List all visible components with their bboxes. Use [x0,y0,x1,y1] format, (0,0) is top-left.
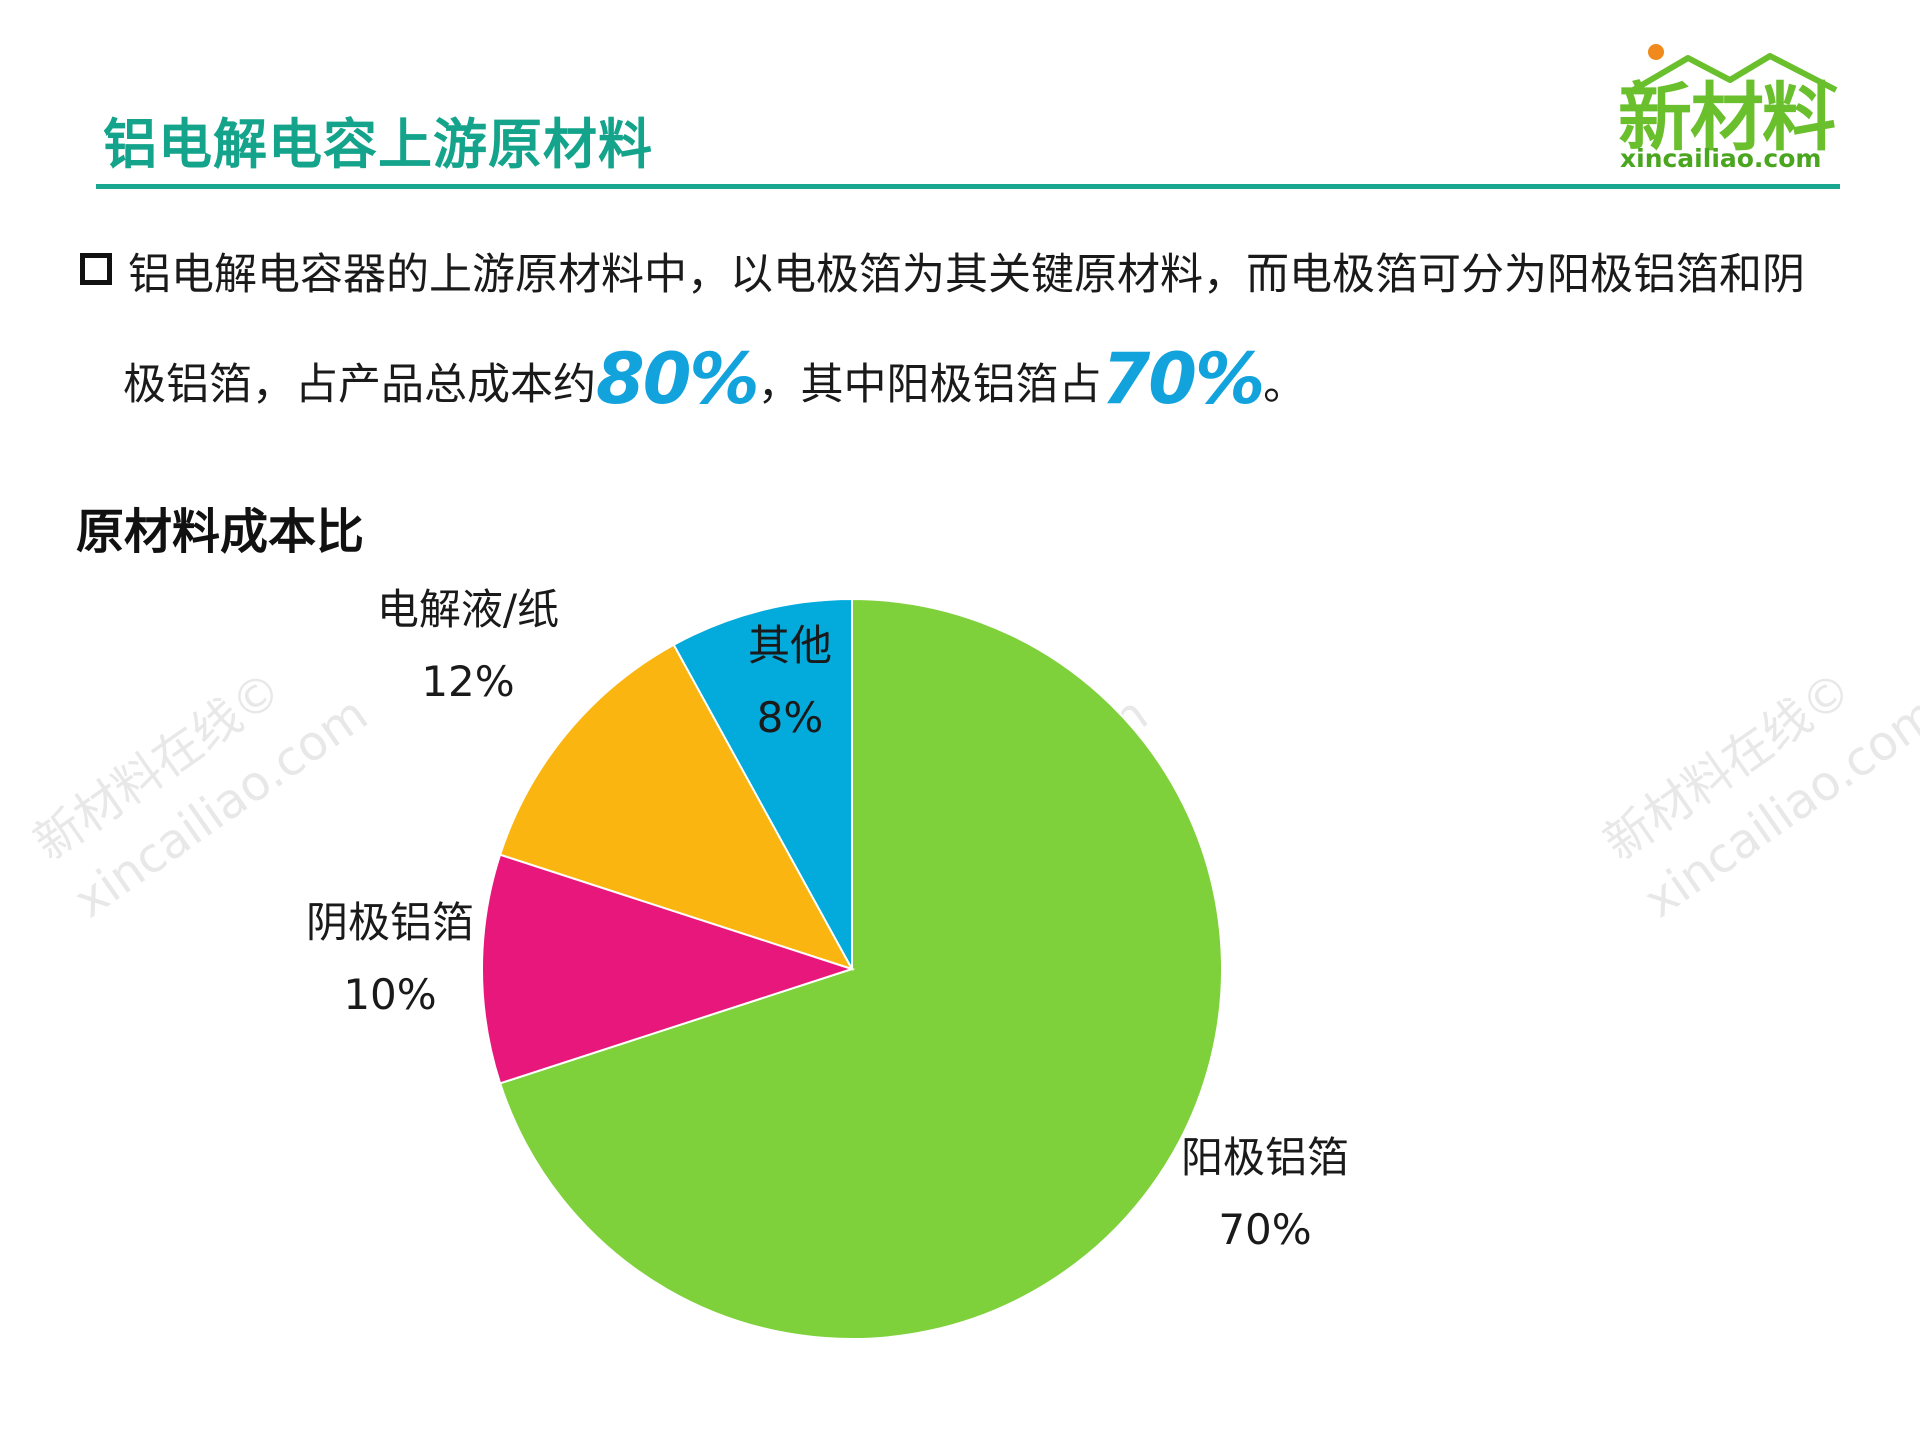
pie-slice [498,597,1223,1340]
logo-text: 新材料 [1618,75,1836,161]
slice-name-label: 阳极铝箔 [1181,1133,1349,1182]
brand-logo: 新材料 xincailiao.com [1610,40,1850,173]
paragraph-line-2: 极铝箔，占产品总成本约80%，其中阳极铝箔占70%。 [123,338,1306,420]
slice-value-label: 12% [421,657,514,706]
slice-name-label: 电解液/纸 [377,585,559,634]
page-title: 铝电解电容上游原材料 [103,113,653,176]
chart-title: 原材料成本比 [76,504,365,560]
slice-value-label: 70% [1218,1205,1311,1254]
pie-slice [672,597,853,970]
pie-slice [481,853,856,1085]
slice-value-label: 10% [343,970,436,1019]
house-roof-icon [1628,44,1838,95]
highlight-anode-share: 70% [1101,338,1266,420]
paragraph-text-2: 极铝箔，占产品总成本约 [123,360,596,410]
slice-value-label: 8% [757,693,824,742]
highlight-total-share: 80% [596,338,760,420]
title-divider [96,184,1840,189]
slice-name-label: 阴极铝箔 [306,898,474,947]
logo-url: xincailiao.com [1620,144,1822,173]
slice-name-label: 其他 [748,621,832,670]
paragraph-text-4: 。 [1263,360,1307,410]
square-bullet-icon [80,253,112,285]
pie-slice [498,643,855,971]
paragraph-text-3: ，其中阳极铝箔占 [757,360,1102,410]
paragraph-line-1: 铝电解电容器的上游原材料中，以电极箔为其关键原材料，而电极箔可分为阳极铝箔和阴 [80,240,1805,302]
paragraph-text-1: 铝电解电容器的上游原材料中，以电极箔为其关键原材料，而电极箔可分为阳极铝箔和阴 [128,250,1805,300]
